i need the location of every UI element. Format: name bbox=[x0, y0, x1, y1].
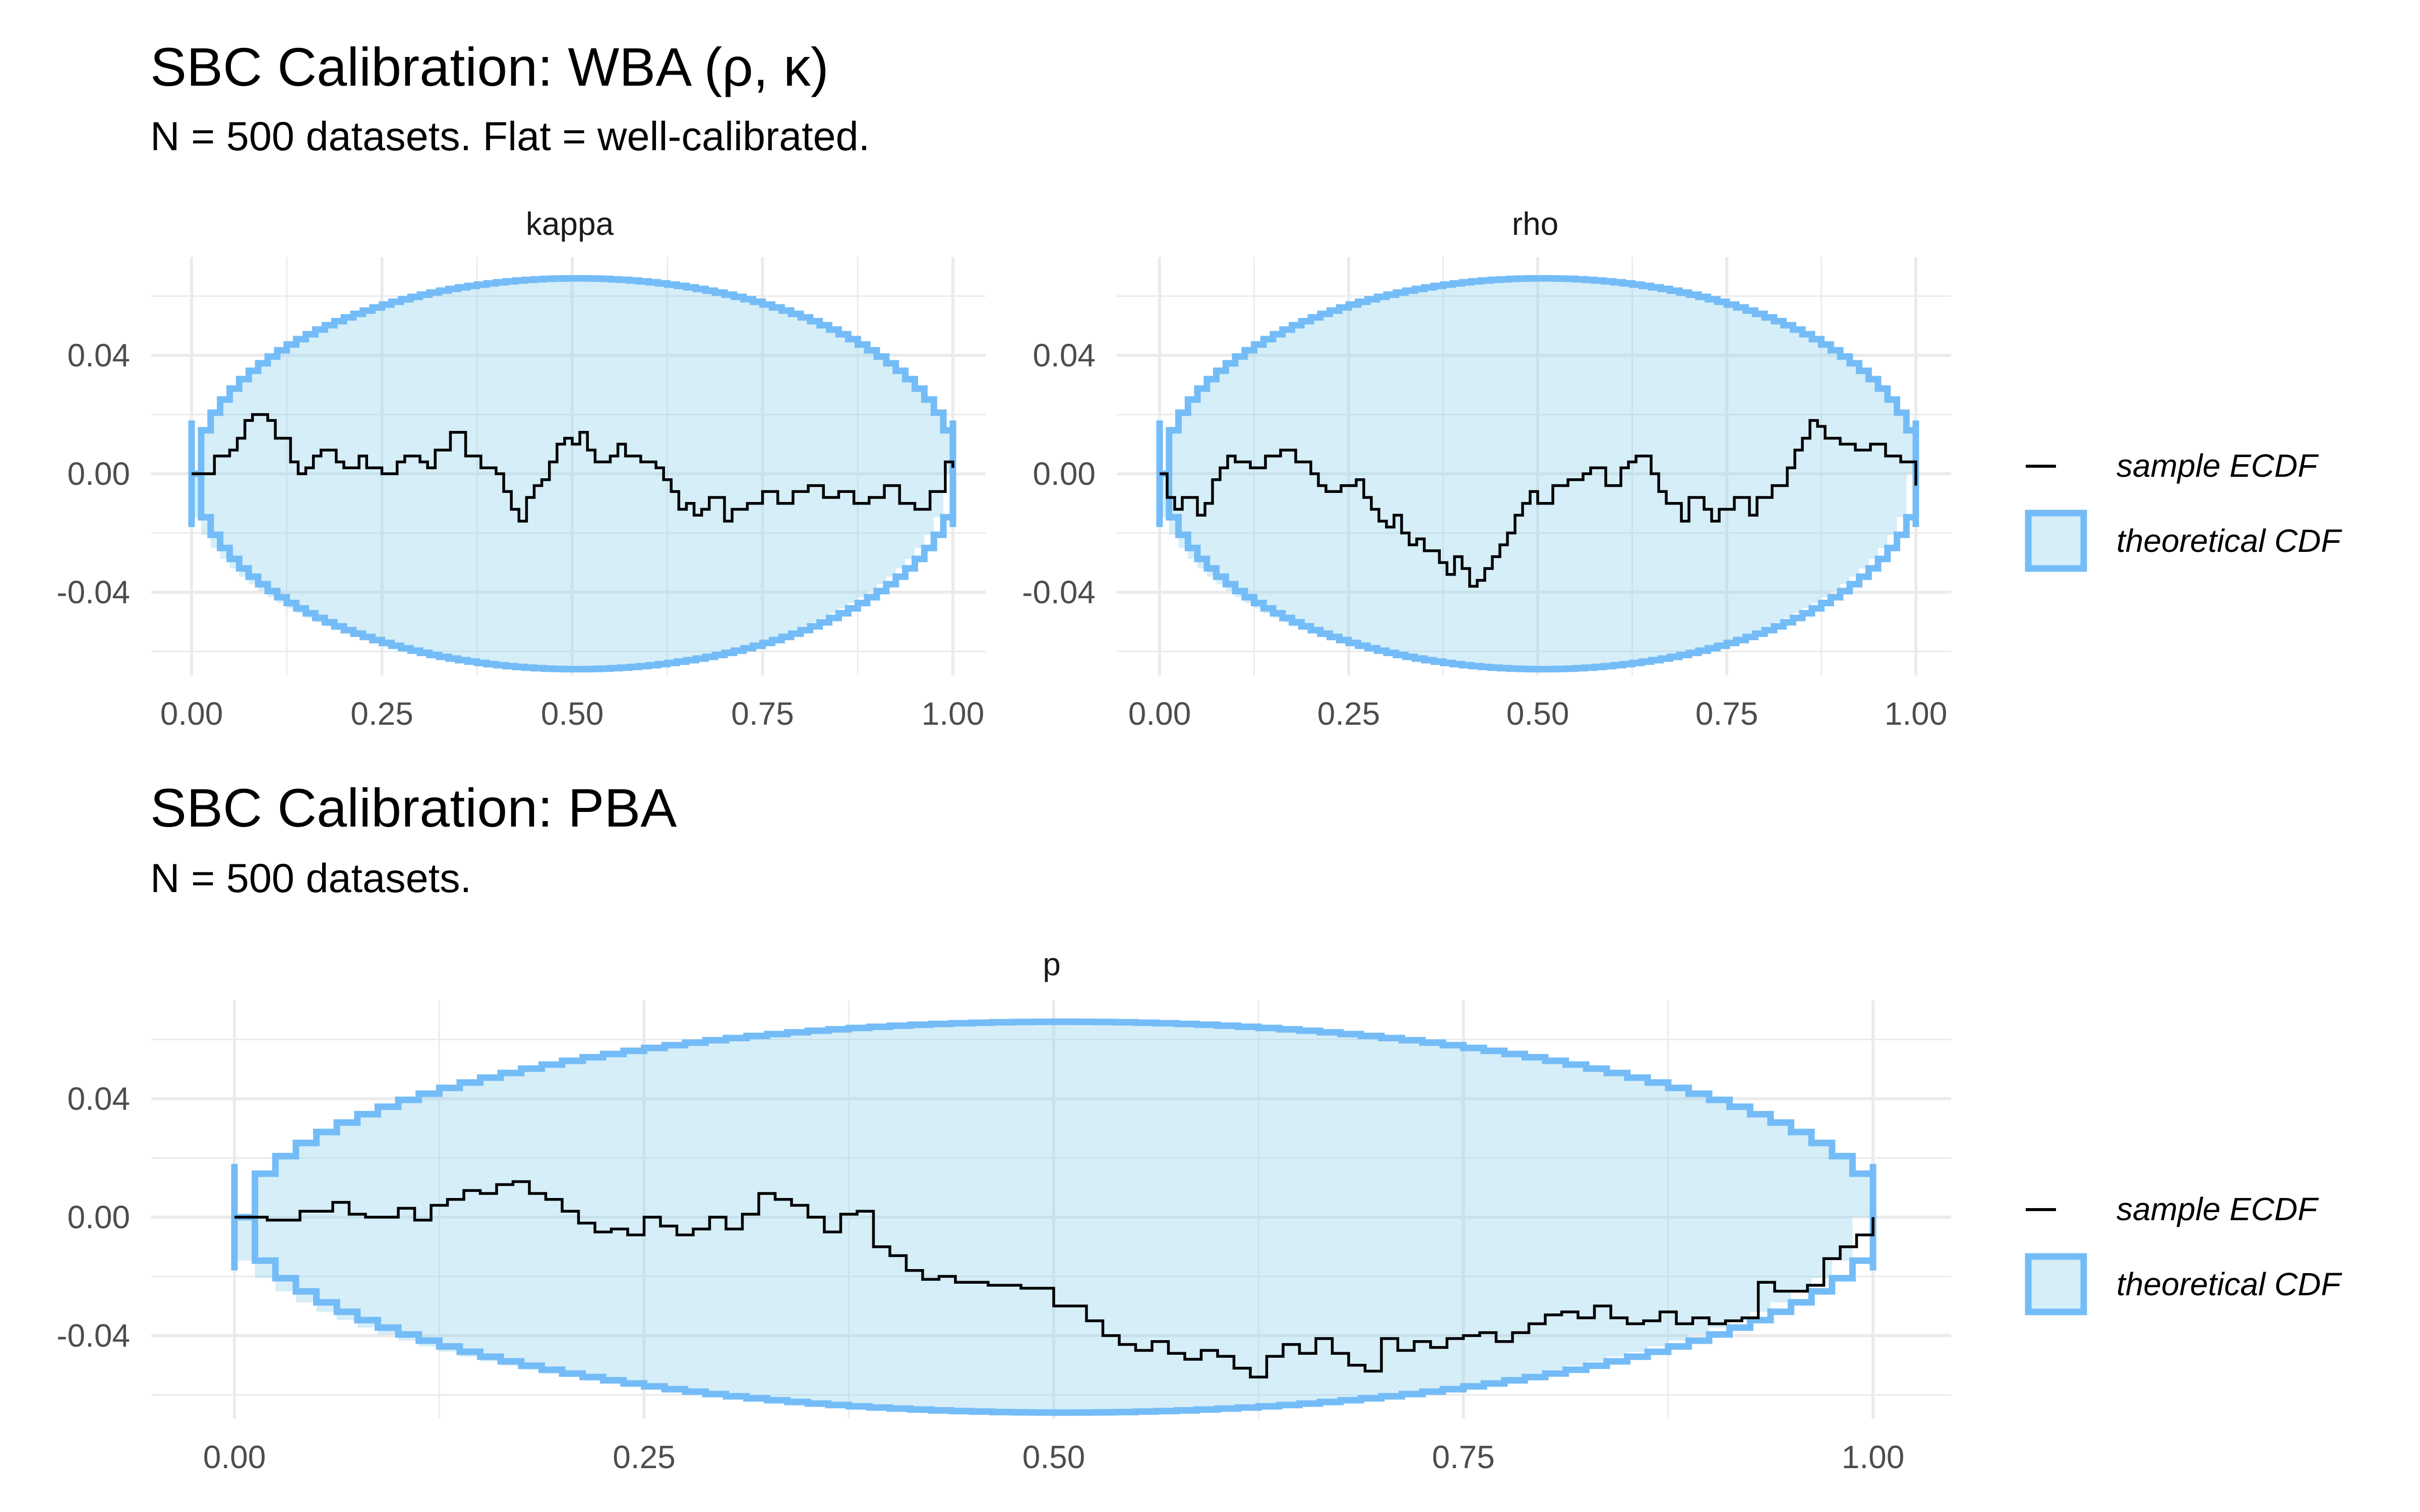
theoretical-band-fill bbox=[192, 278, 953, 669]
rho-y-axis-ticks: 0.04 0.00 -0.04 bbox=[1022, 337, 1096, 610]
y-tick-label: 0.04 bbox=[67, 337, 130, 373]
x-tick-label: 1.00 bbox=[1885, 696, 1948, 732]
y-tick-label: 0.04 bbox=[67, 1081, 130, 1117]
sample-ecdf-line bbox=[234, 1180, 1874, 1379]
x-tick-label: 0.25 bbox=[350, 696, 413, 732]
sample-ecdf-line bbox=[192, 413, 954, 523]
x-tick-label: 0.75 bbox=[731, 696, 794, 732]
y-tick-label: -0.04 bbox=[56, 1317, 130, 1354]
rho-x-axis-ticks: 0.00 0.25 0.50 0.75 1.00 bbox=[1128, 696, 1948, 732]
rho-sample-ecdf bbox=[1160, 419, 1917, 588]
kappa-sample-ecdf bbox=[192, 413, 954, 523]
legend-key-theoretical-cdf bbox=[2025, 1253, 2087, 1315]
y-tick-label: -0.04 bbox=[56, 574, 130, 610]
y-tick-label: 0.00 bbox=[67, 1199, 130, 1235]
y-tick-label: 0.04 bbox=[1033, 337, 1096, 373]
y-tick-label: 0.00 bbox=[1033, 456, 1096, 492]
theoretical-band-upper bbox=[1160, 275, 1919, 477]
rho-gridlines bbox=[1117, 257, 1951, 675]
strip-label-rho: rho bbox=[1512, 206, 1559, 242]
kappa-y-axis-ticks: 0.04 0.00 -0.04 bbox=[56, 337, 130, 610]
kappa-panel: kappa 0.04 0.00 -0.04 0.00 0.25 0.50 0.7… bbox=[56, 206, 986, 732]
p-panel: p 0.04 0.00 -0.04 0.00 0.25 0.50 0.75 1.… bbox=[56, 946, 1951, 1475]
x-tick-label: 1.00 bbox=[1842, 1439, 1905, 1475]
pba-title: SBC Calibration: PBA bbox=[150, 777, 677, 838]
legend-label-sample-ecdf: sample ECDF bbox=[2116, 1191, 2319, 1227]
theoretical-band-upper bbox=[234, 1018, 1877, 1221]
x-tick-label: 0.25 bbox=[1317, 696, 1380, 732]
rho-theoretical-band bbox=[1156, 275, 1919, 673]
theoretical-band-lower bbox=[234, 1214, 1877, 1416]
strip-label-kappa: kappa bbox=[526, 206, 614, 242]
theoretical-band-lower bbox=[1160, 470, 1919, 673]
x-tick-label: 0.00 bbox=[203, 1439, 266, 1475]
legend-label-sample-ecdf: sample ECDF bbox=[2116, 448, 2319, 484]
x-tick-label: 0.25 bbox=[613, 1439, 676, 1475]
pba-legend: sample ECDF theoretical CDF bbox=[2025, 1191, 2343, 1315]
x-tick-label: 0.75 bbox=[1432, 1439, 1495, 1475]
wba-subtitle: N = 500 datasets. Flat = well-calibrated… bbox=[150, 114, 870, 159]
x-tick-label: 0.50 bbox=[1022, 1439, 1085, 1475]
sample-ecdf-line bbox=[1160, 419, 1917, 588]
legend-label-theoretical-cdf: theoretical CDF bbox=[2116, 523, 2343, 559]
rho-panel: rho 0.04 0.00 -0.04 0.00 0.25 0.50 0.75 … bbox=[1022, 206, 1951, 732]
p-y-axis-ticks: 0.04 0.00 -0.04 bbox=[56, 1081, 130, 1354]
y-tick-label: -0.04 bbox=[1022, 574, 1096, 610]
theoretical-band-upper bbox=[192, 275, 956, 477]
theoretical-band-fill bbox=[234, 1022, 1873, 1413]
p-x-axis-ticks: 0.00 0.25 0.50 0.75 1.00 bbox=[203, 1439, 1905, 1475]
x-tick-label: 0.00 bbox=[160, 696, 223, 732]
x-tick-label: 1.00 bbox=[922, 696, 985, 732]
wba-title: SBC Calibration: WBA (ρ, κ) bbox=[150, 36, 829, 97]
x-tick-label: 0.00 bbox=[1128, 696, 1191, 732]
p-sample-ecdf bbox=[234, 1180, 1874, 1379]
wba-block: SBC Calibration: WBA (ρ, κ) N = 500 data… bbox=[56, 36, 2342, 732]
y-tick-label: 0.00 bbox=[67, 456, 130, 492]
wba-legend: sample ECDF theoretical CDF bbox=[2025, 448, 2343, 572]
theoretical-band-lower bbox=[192, 470, 956, 673]
kappa-x-axis-ticks: 0.00 0.25 0.50 0.75 1.00 bbox=[160, 696, 985, 732]
p-theoretical-band bbox=[231, 1018, 1877, 1416]
kappa-theoretical-band bbox=[188, 275, 956, 673]
legend-label-theoretical-cdf: theoretical CDF bbox=[2116, 1266, 2343, 1302]
x-tick-label: 0.50 bbox=[541, 696, 604, 732]
strip-label-p: p bbox=[1043, 946, 1061, 982]
x-tick-label: 0.50 bbox=[1506, 696, 1569, 732]
pba-block: SBC Calibration: PBA N = 500 datasets. p… bbox=[56, 777, 2342, 1475]
legend-key-theoretical-cdf bbox=[2025, 510, 2087, 572]
x-tick-label: 0.75 bbox=[1696, 696, 1759, 732]
pba-subtitle: N = 500 datasets. bbox=[150, 856, 471, 901]
theoretical-band-fill bbox=[1160, 278, 1916, 669]
